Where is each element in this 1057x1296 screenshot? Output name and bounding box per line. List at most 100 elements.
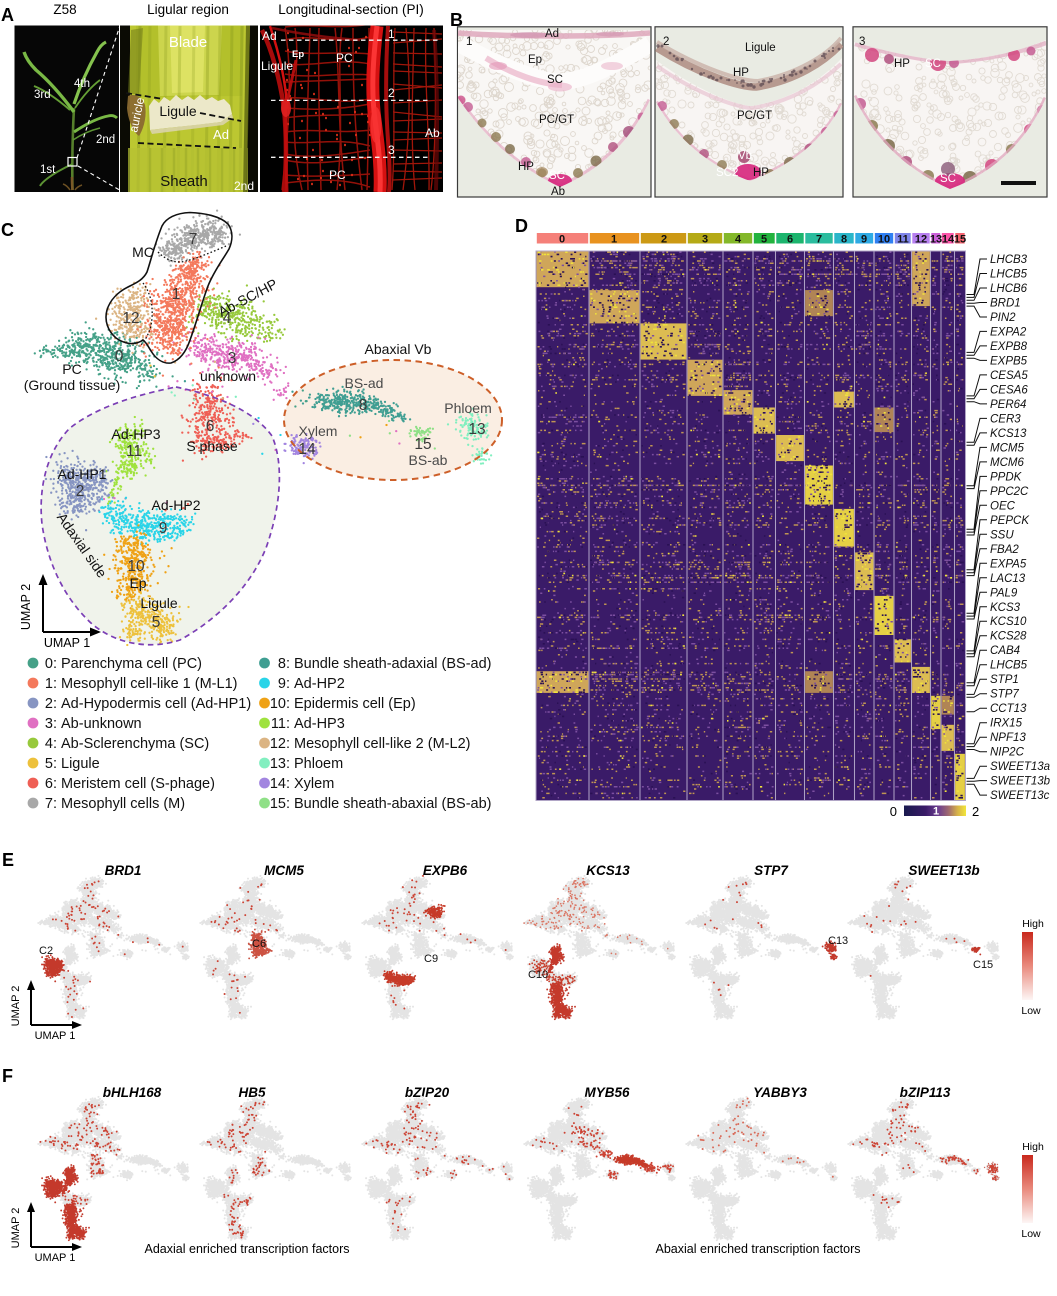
svg-text:BRD1: BRD1 bbox=[105, 863, 142, 878]
svg-text:6:: 6: bbox=[45, 776, 57, 792]
svg-text:Ligule: Ligule bbox=[745, 42, 776, 54]
svg-text:FBA2: FBA2 bbox=[990, 544, 1019, 556]
svg-text:EXPB5: EXPB5 bbox=[990, 355, 1028, 367]
svg-text:2nd: 2nd bbox=[234, 179, 254, 193]
svg-text:OEC: OEC bbox=[990, 500, 1016, 512]
svg-text:UMAP 2: UMAP 2 bbox=[10, 986, 22, 1027]
svg-text:PPC2C: PPC2C bbox=[990, 486, 1029, 498]
svg-text:MYB56: MYB56 bbox=[584, 1085, 630, 1100]
svg-text:Ad-HP2: Ad-HP2 bbox=[294, 676, 345, 692]
svg-text:UMAP 2: UMAP 2 bbox=[19, 584, 33, 630]
svg-text:(Ground tissue): (Ground tissue) bbox=[24, 377, 120, 393]
svg-text:Ab: Ab bbox=[425, 126, 440, 140]
svg-text:Mesophyll cell-like 2 (M-L2): Mesophyll cell-like 2 (M-L2) bbox=[294, 736, 470, 752]
svg-text:Abaxial Vb: Abaxial Vb bbox=[365, 341, 432, 357]
svg-text:6: 6 bbox=[787, 234, 793, 246]
svg-text:CCT13: CCT13 bbox=[990, 703, 1027, 715]
svg-text:Longitudinal-section (PI): Longitudinal-section (PI) bbox=[278, 2, 424, 17]
svg-text:11:: 11: bbox=[271, 716, 290, 732]
svg-text:SWEET13c: SWEET13c bbox=[990, 790, 1050, 802]
svg-text:Ad-HP1: Ad-HP1 bbox=[57, 466, 106, 482]
svg-text:STP7: STP7 bbox=[754, 863, 789, 878]
svg-text:LHCB5: LHCB5 bbox=[990, 269, 1028, 281]
svg-text:UMAP 1: UMAP 1 bbox=[35, 1252, 76, 1264]
svg-text:HP: HP bbox=[518, 161, 534, 173]
svg-text:PER64: PER64 bbox=[990, 399, 1026, 411]
svg-text:Blade: Blade bbox=[169, 34, 207, 51]
svg-text:0: 0 bbox=[559, 234, 565, 246]
svg-text:PEPCK: PEPCK bbox=[990, 515, 1030, 527]
svg-text:Vb: Vb bbox=[738, 150, 752, 162]
svg-text:Phloem: Phloem bbox=[444, 400, 491, 416]
svg-text:4:: 4: bbox=[45, 736, 57, 752]
svg-text:KCS13: KCS13 bbox=[586, 863, 630, 878]
svg-text:1: 1 bbox=[611, 234, 617, 246]
svg-text:C10: C10 bbox=[528, 969, 548, 981]
svg-text:LHCB5: LHCB5 bbox=[990, 660, 1028, 672]
svg-text:2: 2 bbox=[388, 86, 395, 100]
svg-text:Ligule: Ligule bbox=[61, 756, 100, 772]
svg-text:CESA5: CESA5 bbox=[990, 370, 1028, 382]
svg-text:CER3: CER3 bbox=[990, 413, 1021, 425]
svg-text:NPF13: NPF13 bbox=[990, 732, 1026, 744]
svg-text:Phloem: Phloem bbox=[294, 756, 343, 772]
svg-text:PC/GT: PC/GT bbox=[737, 110, 772, 122]
svg-text:C13: C13 bbox=[828, 935, 848, 947]
svg-text:2nd: 2nd bbox=[96, 134, 115, 146]
svg-text:Ad: Ad bbox=[545, 28, 559, 40]
svg-text:7:: 7: bbox=[45, 796, 57, 812]
svg-text:5: 5 bbox=[761, 234, 767, 246]
svg-text:CESA6: CESA6 bbox=[990, 384, 1028, 396]
svg-text:E: E bbox=[2, 850, 14, 870]
svg-text:KCS10: KCS10 bbox=[990, 616, 1027, 628]
svg-text:Ligular region: Ligular region bbox=[147, 2, 229, 17]
svg-text:SWEET13b: SWEET13b bbox=[990, 776, 1051, 788]
svg-text:1: 1 bbox=[388, 27, 395, 41]
svg-text:HB5: HB5 bbox=[238, 1085, 265, 1100]
svg-text:KCS13: KCS13 bbox=[990, 428, 1027, 440]
svg-text:3: 3 bbox=[859, 36, 865, 48]
svg-text:LHCB3: LHCB3 bbox=[990, 254, 1028, 266]
svg-text:12: 12 bbox=[122, 310, 139, 327]
svg-text:Xylem: Xylem bbox=[299, 423, 338, 439]
svg-text:SSU: SSU bbox=[990, 529, 1014, 541]
svg-text:3:: 3: bbox=[45, 716, 57, 732]
svg-text:SC: SC bbox=[549, 170, 565, 182]
svg-text:C: C bbox=[1, 220, 14, 240]
svg-text:Ad: Ad bbox=[262, 29, 277, 43]
svg-text:EXPB6: EXPB6 bbox=[423, 863, 468, 878]
svg-text:12: 12 bbox=[915, 234, 927, 246]
svg-text:MCM6: MCM6 bbox=[990, 457, 1024, 469]
svg-text:8:: 8: bbox=[278, 656, 290, 672]
svg-text:HP: HP bbox=[894, 58, 910, 70]
svg-text:9: 9 bbox=[861, 234, 867, 246]
svg-text:Ad-Hypodermis cell (Ad-HP1): Ad-Hypodermis cell (Ad-HP1) bbox=[61, 696, 251, 712]
svg-text:14: 14 bbox=[942, 234, 955, 246]
svg-text:Ab-unknown: Ab-unknown bbox=[61, 716, 142, 732]
svg-text:UMAP 1: UMAP 1 bbox=[44, 636, 90, 650]
svg-text:3: 3 bbox=[388, 143, 395, 157]
svg-text:1: 1 bbox=[933, 806, 939, 818]
svg-text:C6: C6 bbox=[252, 938, 266, 950]
svg-text:2: 2 bbox=[663, 36, 669, 48]
svg-text:Ligule: Ligule bbox=[140, 595, 178, 611]
svg-text:HP: HP bbox=[753, 167, 769, 179]
svg-text:Sheath: Sheath bbox=[160, 173, 208, 190]
svg-text:EXPB8: EXPB8 bbox=[990, 341, 1028, 353]
svg-text:2: 2 bbox=[661, 234, 667, 246]
svg-text:High: High bbox=[1022, 1141, 1044, 1153]
svg-text:11: 11 bbox=[897, 234, 909, 246]
svg-text:15: 15 bbox=[954, 234, 966, 246]
svg-text:10: 10 bbox=[127, 558, 145, 575]
svg-text:Z58: Z58 bbox=[53, 2, 76, 17]
svg-text:PC: PC bbox=[336, 51, 353, 65]
svg-text:Xylem: Xylem bbox=[294, 776, 334, 792]
svg-text:1: 1 bbox=[172, 286, 181, 303]
svg-text:Meristem cell (S-phage): Meristem cell (S-phage) bbox=[61, 776, 215, 792]
svg-text:B: B bbox=[450, 10, 463, 30]
svg-text:7: 7 bbox=[816, 234, 822, 246]
svg-text:14:: 14: bbox=[270, 776, 290, 792]
svg-text:Ligule: Ligule bbox=[159, 103, 197, 119]
svg-text:UMAP 2: UMAP 2 bbox=[10, 1208, 22, 1249]
svg-text:11: 11 bbox=[126, 443, 142, 460]
